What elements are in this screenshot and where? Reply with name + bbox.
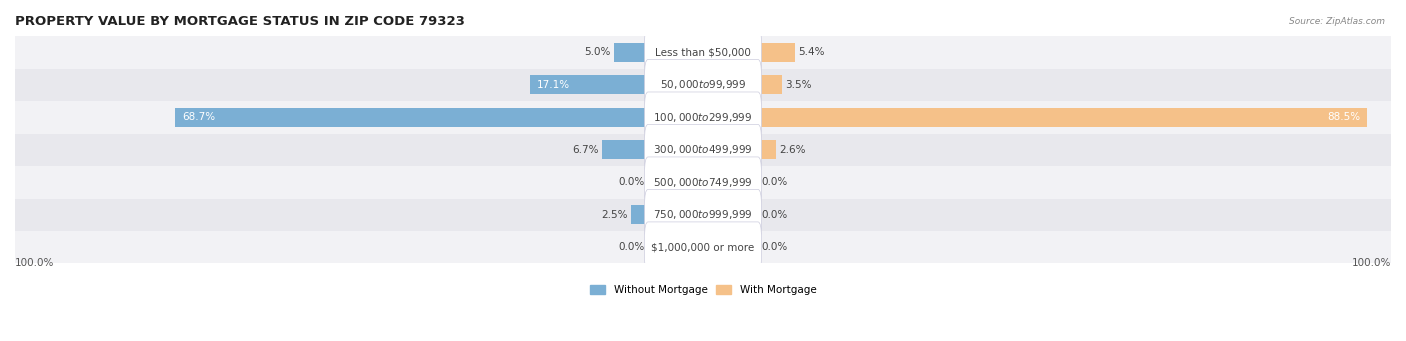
Bar (758, 140, 776, 159)
Bar (15, 198, 1391, 231)
Text: $500,000 to $749,999: $500,000 to $749,999 (654, 176, 752, 189)
FancyBboxPatch shape (644, 124, 762, 175)
Text: 2.5%: 2.5% (600, 210, 627, 220)
FancyBboxPatch shape (644, 27, 762, 78)
Bar (15, 69, 1391, 101)
Text: 0.0%: 0.0% (619, 242, 644, 252)
Text: 17.1%: 17.1% (537, 80, 571, 90)
Text: 6.7%: 6.7% (572, 145, 599, 155)
Text: $100,000 to $299,999: $100,000 to $299,999 (654, 111, 752, 124)
Text: 0.0%: 0.0% (762, 210, 787, 220)
Text: 3.5%: 3.5% (786, 80, 813, 90)
Bar (758, 75, 782, 94)
FancyBboxPatch shape (644, 157, 762, 208)
Text: 2.6%: 2.6% (779, 145, 806, 155)
Text: $300,000 to $499,999: $300,000 to $499,999 (654, 143, 752, 156)
Text: $50,000 to $99,999: $50,000 to $99,999 (659, 78, 747, 91)
Bar (758, 43, 796, 62)
Bar (15, 101, 1391, 134)
Text: 5.0%: 5.0% (583, 47, 610, 57)
FancyBboxPatch shape (644, 222, 762, 272)
Text: 100.0%: 100.0% (15, 258, 55, 268)
Text: 5.4%: 5.4% (799, 47, 825, 57)
Bar (15, 231, 1391, 264)
Text: PROPERTY VALUE BY MORTGAGE STATUS IN ZIP CODE 79323: PROPERTY VALUE BY MORTGAGE STATUS IN ZIP… (15, 15, 465, 28)
Bar (176, 108, 648, 127)
Bar (530, 75, 648, 94)
Bar (15, 166, 1391, 198)
Text: $1,000,000 or more: $1,000,000 or more (651, 242, 755, 252)
Text: Less than $50,000: Less than $50,000 (655, 47, 751, 57)
Legend: Without Mortgage, With Mortgage: Without Mortgage, With Mortgage (585, 281, 821, 299)
Text: $750,000 to $999,999: $750,000 to $999,999 (654, 208, 752, 221)
Bar (602, 140, 648, 159)
Bar (758, 108, 1367, 127)
Bar (631, 205, 648, 224)
Bar (613, 43, 648, 62)
FancyBboxPatch shape (644, 190, 762, 240)
Bar (15, 36, 1391, 69)
Text: 0.0%: 0.0% (762, 242, 787, 252)
Text: 88.5%: 88.5% (1327, 112, 1360, 122)
FancyBboxPatch shape (644, 59, 762, 110)
Text: 100.0%: 100.0% (1351, 258, 1391, 268)
Bar (15, 134, 1391, 166)
Text: 0.0%: 0.0% (619, 177, 644, 187)
Text: 68.7%: 68.7% (183, 112, 215, 122)
Text: Source: ZipAtlas.com: Source: ZipAtlas.com (1289, 17, 1385, 26)
FancyBboxPatch shape (644, 92, 762, 143)
Text: 0.0%: 0.0% (762, 177, 787, 187)
